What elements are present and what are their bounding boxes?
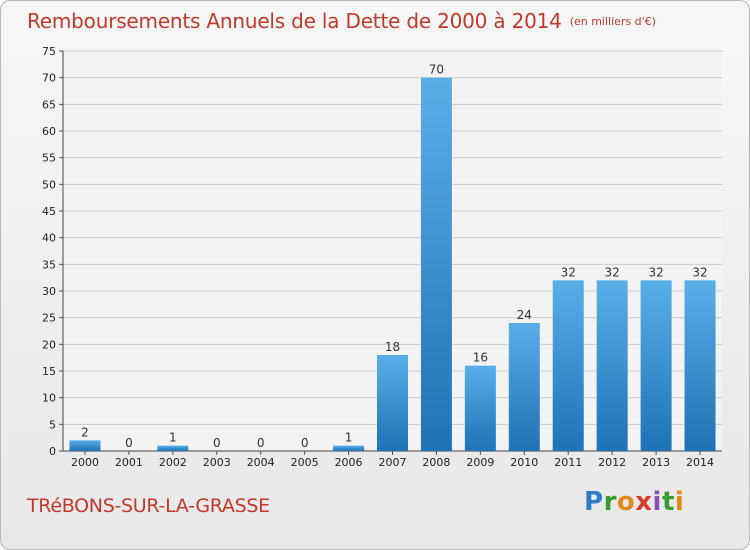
y-tick-label: 65 bbox=[42, 98, 56, 111]
y-tick-label: 25 bbox=[42, 312, 56, 325]
y-tick-label: 55 bbox=[42, 152, 56, 165]
x-tick-label: 2009 bbox=[466, 456, 494, 469]
data-label: 32 bbox=[561, 265, 576, 279]
data-label: 16 bbox=[473, 351, 488, 365]
y-tick-label: 20 bbox=[42, 338, 56, 351]
y-tick-label: 35 bbox=[42, 258, 56, 271]
x-tick-label: 2011 bbox=[554, 456, 582, 469]
data-label: 70 bbox=[429, 63, 444, 77]
x-tick-label: 2008 bbox=[422, 456, 450, 469]
data-label: 0 bbox=[257, 436, 265, 450]
title-text: Remboursements Annuels de la Dette de 20… bbox=[27, 9, 562, 33]
y-tick-label: 70 bbox=[42, 72, 56, 85]
bar bbox=[552, 280, 584, 451]
data-label: 32 bbox=[692, 265, 707, 279]
logo-letter: o bbox=[616, 487, 636, 517]
x-tick-label: 2005 bbox=[291, 456, 319, 469]
y-tick-label: 40 bbox=[42, 232, 56, 245]
y-tick-label: 10 bbox=[42, 392, 56, 405]
x-tick-label: 2014 bbox=[686, 456, 714, 469]
x-tick-label: 2002 bbox=[159, 456, 187, 469]
bar bbox=[333, 445, 365, 451]
bar bbox=[420, 77, 452, 452]
logo-letter: x bbox=[635, 487, 653, 517]
x-tick-label: 2003 bbox=[203, 456, 231, 469]
chart-title: Remboursements Annuels de la Dette de 20… bbox=[27, 9, 656, 33]
y-tick-label: 60 bbox=[42, 125, 56, 138]
x-tick-label: 2013 bbox=[642, 456, 670, 469]
bar bbox=[508, 323, 540, 451]
x-tick-label: 2004 bbox=[247, 456, 275, 469]
y-tick-label: 5 bbox=[49, 418, 56, 431]
data-label: 0 bbox=[125, 436, 133, 450]
data-label: 0 bbox=[301, 436, 309, 450]
data-label: 2 bbox=[81, 425, 89, 439]
data-label: 24 bbox=[517, 308, 532, 322]
bar bbox=[596, 280, 628, 451]
x-tick-label: 2007 bbox=[379, 456, 407, 469]
commune-name: TRéBONS-SUR-LA-GRASSE bbox=[27, 495, 270, 517]
bar bbox=[69, 440, 101, 451]
bar bbox=[157, 445, 189, 451]
logo-letter: i bbox=[652, 487, 662, 517]
data-label: 32 bbox=[648, 265, 663, 279]
x-tick-label: 2010 bbox=[510, 456, 538, 469]
proxiti-logo: Proxiti bbox=[584, 487, 684, 517]
logo-letter: i bbox=[674, 487, 685, 517]
data-label: 1 bbox=[345, 431, 353, 445]
y-tick-label: 0 bbox=[49, 445, 56, 458]
y-tick-label: 45 bbox=[42, 205, 56, 218]
data-label: 0 bbox=[213, 436, 221, 450]
y-tick-label: 15 bbox=[42, 365, 56, 378]
bar bbox=[464, 365, 496, 451]
logo-letter: t bbox=[661, 487, 675, 517]
bar bbox=[377, 355, 408, 451]
bar bbox=[684, 280, 716, 451]
y-tick-label: 30 bbox=[42, 285, 56, 298]
logo-letter: P bbox=[584, 487, 604, 517]
y-tick-label: 75 bbox=[42, 45, 56, 58]
data-label: 18 bbox=[385, 340, 400, 354]
data-label: 32 bbox=[605, 265, 620, 279]
unit-label: (en milliers d'€) bbox=[569, 15, 656, 28]
bar bbox=[640, 280, 672, 451]
x-tick-label: 2000 bbox=[71, 456, 99, 469]
y-tick-label: 50 bbox=[42, 178, 56, 191]
logo-letter: r bbox=[603, 487, 617, 517]
x-tick-label: 2012 bbox=[598, 456, 626, 469]
x-tick-label: 2001 bbox=[115, 456, 143, 469]
x-tick-label: 2006 bbox=[335, 456, 363, 469]
data-label: 1 bbox=[169, 431, 177, 445]
